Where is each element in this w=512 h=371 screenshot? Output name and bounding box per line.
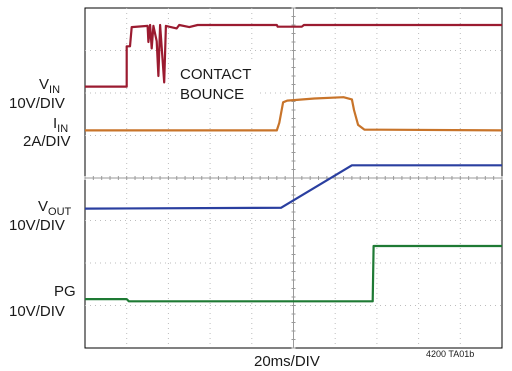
vin-scale: 10V/DIV: [9, 95, 65, 112]
annotation-background: [176, 62, 258, 104]
vout-label: VOUT: [38, 198, 72, 218]
iin-scale: 2A/DIV: [23, 133, 71, 150]
traces: [84, 23, 503, 303]
iin-label: IIN: [53, 115, 68, 135]
vout-trace: [84, 164, 502, 210]
vin-label: VIN: [39, 76, 60, 96]
pg-label: PG: [54, 283, 76, 300]
x-axis-label: 20ms/DIV: [254, 353, 320, 370]
annotation-line-2: BOUNCE: [180, 86, 244, 103]
pg-trace: [85, 244, 502, 303]
iin-trace: [85, 96, 503, 132]
annotation-line-1: CONTACT: [180, 66, 251, 83]
figure-id: 4200 TA01b: [426, 349, 474, 359]
graticule: [84, 7, 503, 349]
vout-scale: 10V/DIV: [9, 217, 65, 234]
pg-scale: 10V/DIV: [9, 303, 65, 320]
vin-trace: [85, 23, 502, 88]
